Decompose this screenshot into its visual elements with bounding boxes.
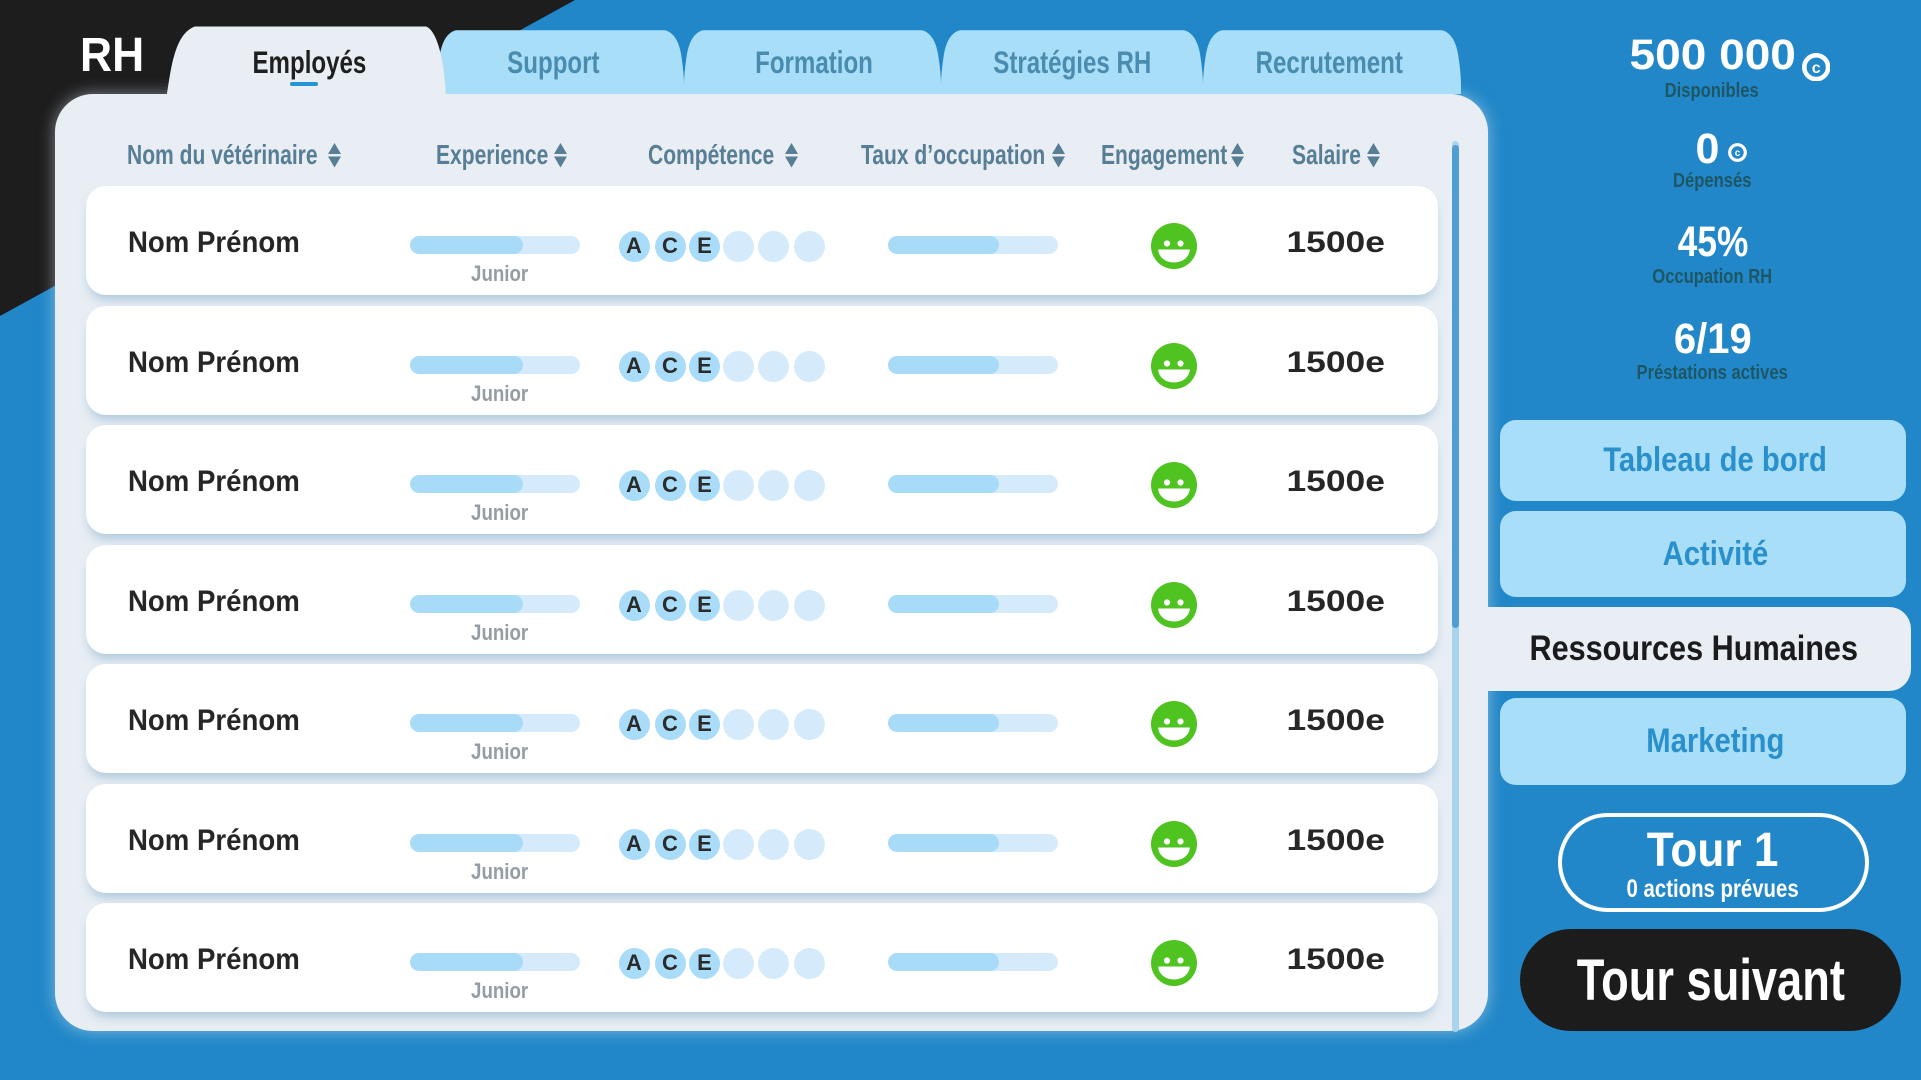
- svg-text:c: c: [1811, 60, 1820, 77]
- svg-text:c: c: [1734, 148, 1740, 159]
